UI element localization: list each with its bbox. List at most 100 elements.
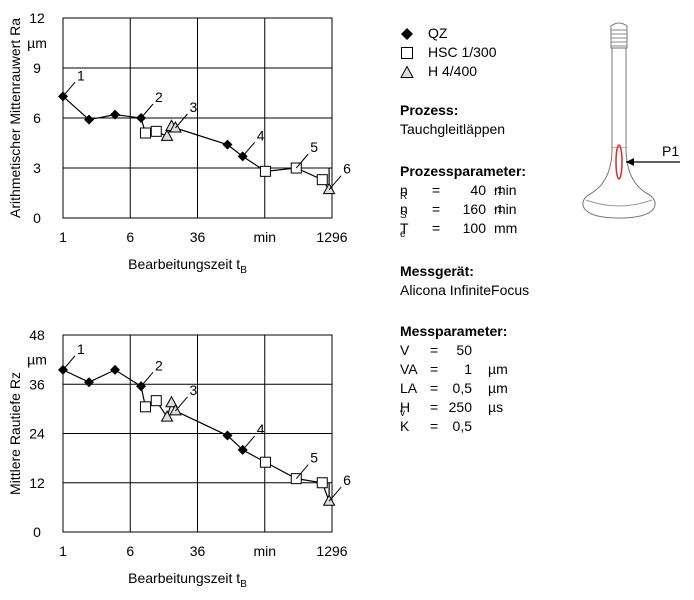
annotation-leader xyxy=(328,486,342,502)
data-point-hsc xyxy=(150,125,162,137)
data-point-h xyxy=(169,403,182,416)
data-point-qz xyxy=(84,114,95,125)
param-row: VA = 1 µm xyxy=(400,361,508,377)
annotation-label: 6 xyxy=(343,472,351,488)
annotation-label: 4 xyxy=(257,127,265,143)
param-row: V = 50 xyxy=(400,342,472,358)
data-point-hsc xyxy=(259,165,271,177)
annotation-label: 2 xyxy=(155,357,163,373)
annotation-leader xyxy=(295,464,309,479)
y-tick-label: 48 xyxy=(29,327,45,343)
x-unit-label: min xyxy=(253,543,276,559)
x-tick-label: 1296 xyxy=(316,543,347,559)
measurement-spot xyxy=(615,144,623,180)
annotation-leader xyxy=(140,103,154,119)
data-point-qz xyxy=(110,109,121,120)
valve-illustration: P1 xyxy=(582,22,680,219)
param-row: LA = 0,5 µm xyxy=(400,380,508,396)
param-row: K = 0,5 xyxy=(400,418,472,434)
data-point-h xyxy=(160,410,174,422)
y-unit-label: µm xyxy=(27,35,47,51)
measure-params-heading: Messparameter: xyxy=(400,323,508,339)
legend-label: HSC 1/300 xyxy=(428,44,497,60)
process-params-heading: Prozessparameter: xyxy=(400,163,527,179)
data-point-hsc xyxy=(316,174,328,186)
annotation-label: 4 xyxy=(257,421,265,437)
p1-label: P1 xyxy=(662,143,679,159)
y-tick-label: 6 xyxy=(33,110,41,126)
data-point-h xyxy=(169,120,182,133)
process-value: Tauchgleitläppen xyxy=(400,121,506,137)
data-point-h xyxy=(160,129,174,141)
x-axis-title: Bearbeitungszeit tB xyxy=(128,256,247,276)
annotation-leader xyxy=(295,153,309,169)
annotation-label: 5 xyxy=(310,139,318,155)
annotation-label: 1 xyxy=(77,341,85,357)
data-point-hsc xyxy=(150,395,162,407)
data-point-h xyxy=(322,182,336,195)
x-tick-label: 6 xyxy=(126,543,134,559)
y-unit-label: µm xyxy=(27,352,47,368)
x-tick-label: 1 xyxy=(59,543,67,559)
data-point-qz xyxy=(110,364,121,375)
device-value: Alicona InfiniteFocus xyxy=(400,282,530,298)
annotation-label: 3 xyxy=(189,99,197,115)
annotation-leader xyxy=(62,82,76,97)
y-tick-label: 36 xyxy=(29,376,45,392)
annotation-label: 5 xyxy=(310,450,318,466)
x-tick-label: 36 xyxy=(190,543,206,559)
triangle-icon xyxy=(400,65,414,78)
y-tick-label: 12 xyxy=(29,475,45,491)
annotation-leader xyxy=(242,142,256,157)
annotation-leader xyxy=(62,355,76,371)
data-point-hsc xyxy=(316,477,328,489)
data-point-h xyxy=(165,395,178,408)
y-tick-label: 0 xyxy=(33,524,41,540)
diamond-icon xyxy=(401,28,413,40)
process-heading: Prozess: xyxy=(400,102,459,118)
data-point-qz xyxy=(84,377,95,388)
x-axis-title-sub: B xyxy=(240,579,247,590)
x-tick-label: 6 xyxy=(126,229,134,245)
legend-label: H 4/400 xyxy=(428,63,478,79)
x-tick-label: 36 xyxy=(190,229,206,245)
x-axis-title: Bearbeitungszeit tB xyxy=(128,570,247,590)
x-unit-label: min xyxy=(253,229,276,245)
x-axis-title-sub: B xyxy=(240,265,247,276)
data-point-qz xyxy=(222,430,233,441)
annotation-leader xyxy=(140,371,154,387)
data-point-qz xyxy=(222,139,233,150)
measure-params-block: Messparameter: V = 50 VA = 1 µm LA = 0,5… xyxy=(400,322,600,436)
y-tick-label: 0 xyxy=(33,210,41,226)
device-block: Messgerät: Alicona InfiniteFocus xyxy=(400,262,529,300)
annotation-label: 1 xyxy=(77,67,85,83)
annotation-leader xyxy=(175,396,188,412)
y-tick-label: 9 xyxy=(33,60,41,76)
square-icon xyxy=(401,47,413,59)
y-tick-label: 12 xyxy=(29,10,45,26)
annotation-label: 3 xyxy=(189,382,197,398)
annotation-label: 2 xyxy=(155,89,163,105)
annotation-label: 6 xyxy=(343,161,351,177)
annotation-leader xyxy=(328,175,342,190)
x-tick-label: 1 xyxy=(59,229,67,245)
annotation-leader xyxy=(175,113,188,129)
y-axis-title: Arithmetischer Mittenrauwert Ra xyxy=(7,18,23,218)
device-heading: Messgerät: xyxy=(400,263,474,279)
x-tick-label: 1296 xyxy=(316,229,347,245)
process-block: Prozess: Tauchgleitläppen xyxy=(400,101,505,139)
data-point-hsc xyxy=(259,456,271,468)
annotation-leader xyxy=(242,435,256,451)
y-tick-label: 3 xyxy=(33,160,41,176)
data-point-h xyxy=(322,494,336,506)
legend-label: QZ xyxy=(428,25,448,41)
y-axis-title: Mittlere Rautiefe Rz xyxy=(7,372,23,495)
